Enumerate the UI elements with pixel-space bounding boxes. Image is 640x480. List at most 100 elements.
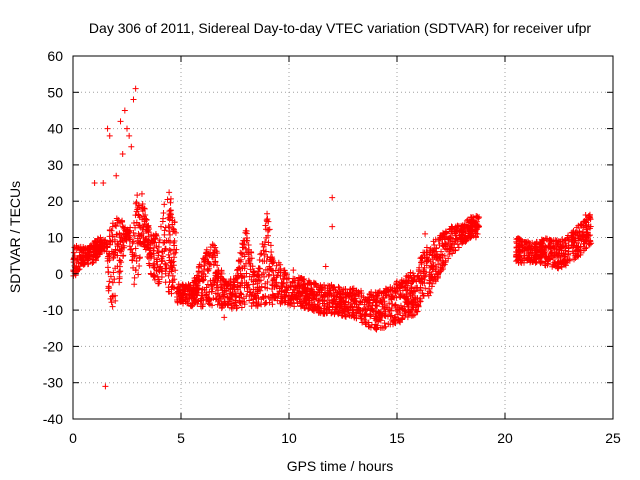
- data-point: [383, 287, 390, 294]
- data-point: [242, 260, 249, 267]
- data-point: [210, 242, 217, 249]
- data-point: [155, 243, 162, 250]
- data-point: [426, 251, 433, 258]
- data-point: [205, 267, 212, 274]
- data-point: [467, 214, 474, 221]
- data-point: [435, 238, 442, 245]
- data-point: [452, 236, 459, 243]
- data-point: [433, 251, 440, 258]
- data-point: [115, 216, 122, 223]
- data-point: [399, 306, 406, 313]
- data-point: [139, 200, 146, 207]
- data-point: [150, 264, 157, 271]
- data-point: [259, 258, 266, 265]
- data-point: [452, 223, 459, 230]
- data-point: [578, 221, 585, 228]
- data-point: [541, 261, 548, 268]
- data-point: [576, 228, 583, 235]
- data-point: [197, 303, 204, 310]
- data-point: [320, 300, 327, 307]
- data-point: [217, 295, 224, 302]
- data-point: [134, 192, 141, 199]
- data-point: [392, 289, 399, 296]
- data-point: [106, 227, 113, 234]
- data-point: [359, 311, 366, 318]
- data-point: [438, 248, 445, 255]
- data-point: [302, 299, 309, 306]
- data-point: [161, 239, 168, 246]
- data-point: [222, 301, 229, 308]
- data-point: [263, 218, 270, 225]
- data-point: [384, 292, 391, 299]
- data-point: [189, 292, 196, 299]
- data-point: [425, 256, 432, 263]
- y-tick-label: -20: [43, 338, 63, 354]
- data-point: [275, 267, 282, 274]
- data-point: [122, 233, 129, 240]
- data-point: [165, 251, 172, 258]
- data-point: [469, 230, 476, 237]
- data-point: [221, 291, 228, 298]
- data-point: [391, 302, 398, 309]
- data-point: [133, 257, 140, 264]
- data-point: [421, 252, 428, 259]
- data-point: [117, 247, 124, 254]
- data-point: [354, 306, 361, 313]
- data-point: [160, 215, 167, 222]
- data-point: [554, 241, 561, 248]
- data-point: [366, 290, 373, 297]
- data-point: [250, 295, 257, 302]
- data-point: [521, 238, 528, 245]
- data-point: [132, 252, 139, 259]
- data-point: [261, 301, 268, 308]
- data-point: [296, 283, 303, 290]
- data-point: [154, 248, 161, 255]
- data-point: [117, 238, 124, 245]
- data-point: [204, 266, 211, 273]
- data-point: [283, 279, 290, 286]
- data-point: [264, 285, 271, 292]
- data-point: [161, 227, 168, 234]
- data-point: [179, 297, 186, 304]
- data-point: [587, 223, 594, 230]
- data-point: [138, 233, 145, 240]
- data-point: [347, 304, 354, 311]
- data-point: [198, 295, 205, 302]
- data-point: [529, 239, 536, 246]
- data-point: [133, 208, 140, 215]
- data-point: [168, 284, 175, 291]
- data-point: [248, 255, 255, 262]
- data-point: [333, 304, 340, 311]
- data-point: [128, 143, 135, 150]
- data-point: [577, 244, 584, 251]
- data-point: [530, 256, 537, 263]
- data-point: [147, 250, 154, 257]
- data-point: [252, 286, 259, 293]
- data-point: [135, 212, 142, 219]
- data-point: [155, 252, 162, 259]
- data-point: [297, 293, 304, 300]
- data-point: [372, 313, 379, 320]
- data-point: [423, 244, 430, 251]
- data-point: [336, 303, 343, 310]
- data-point: [417, 269, 424, 276]
- data-point: [167, 231, 173, 238]
- data-point: [459, 231, 466, 238]
- data-point: [302, 292, 309, 299]
- data-point: [355, 293, 362, 300]
- data-point: [572, 231, 579, 238]
- data-point: [410, 288, 417, 295]
- data-point: [405, 297, 412, 304]
- data-point: [372, 296, 379, 303]
- data-point: [110, 255, 117, 262]
- data-point: [583, 216, 590, 223]
- data-point: [277, 300, 284, 307]
- data-point: [132, 224, 139, 231]
- data-point: [106, 278, 113, 285]
- data-point: [165, 288, 172, 295]
- data-point: [388, 293, 395, 300]
- data-point: [259, 241, 266, 248]
- data-point: [262, 248, 269, 255]
- data-point: [264, 267, 271, 274]
- data-point: [195, 263, 202, 270]
